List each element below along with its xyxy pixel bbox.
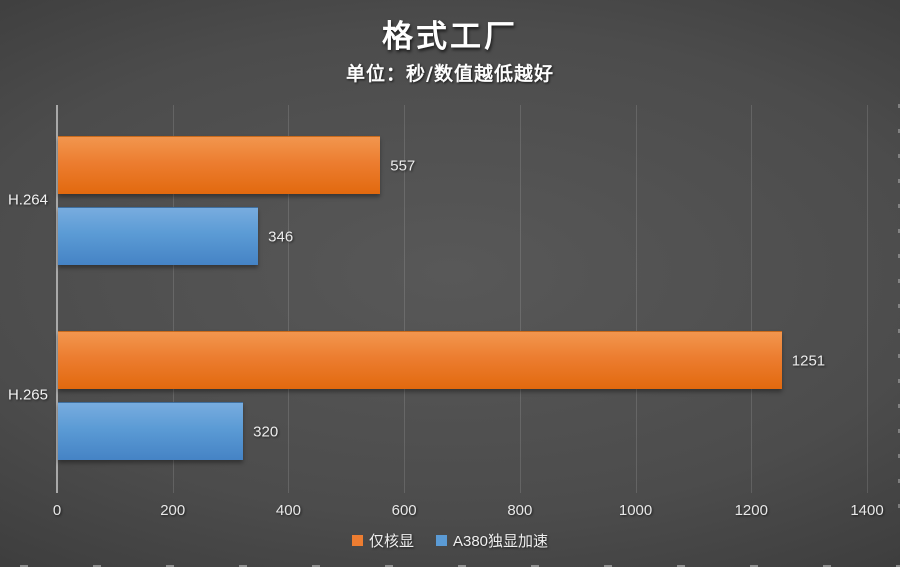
value-label-H.265-A380独显加速: 320 — [253, 423, 279, 440]
legend-item-仅核显: 仅核显 — [351, 530, 414, 551]
legend-swatch-icon — [435, 535, 447, 546]
legend-label: A380独显加速 — [452, 533, 549, 550]
x-tick-label-0: 0 — [52, 502, 62, 519]
x-tick-label-1000: 1000 — [618, 502, 653, 519]
gridline — [635, 105, 637, 493]
gridline — [867, 105, 868, 493]
bar-H.265-仅核显 — [58, 331, 782, 389]
x-tick-label-200: 200 — [160, 502, 186, 519]
category-label-H.264: H.264 — [7, 191, 48, 209]
x-tick-label-1200: 1200 — [734, 502, 768, 519]
value-axis-line — [56, 105, 58, 493]
chart-title: 格式工厂 — [382, 19, 518, 55]
gridline — [751, 105, 753, 493]
x-tick-label-600: 600 — [391, 502, 417, 519]
bar-H.264-A380独显加速 — [58, 207, 259, 265]
x-tick-label-800: 800 — [507, 502, 533, 519]
plot-area: 557 346 1251 320 — [56, 105, 895, 493]
gridline — [519, 105, 521, 493]
gridline — [288, 105, 290, 493]
category-label-H.265: H.265 — [7, 386, 48, 404]
bar-H.265-A380独显加速 — [58, 402, 244, 460]
legend: 仅核显 A380独显加速 — [0, 530, 900, 551]
chart-subtitle: 单位：秒/数值越低越好 — [346, 63, 554, 85]
x-tick-label-400: 400 — [275, 502, 301, 519]
value-label-H.265-仅核显: 1251 — [791, 352, 826, 369]
bottom-edge-marks — [20, 565, 900, 567]
bar-H.264-仅核显 — [58, 136, 381, 194]
legend-swatch-icon — [351, 535, 363, 546]
x-tick-label-1400: 1400 — [850, 502, 884, 519]
legend-label: 仅核显 — [368, 533, 414, 550]
value-label-H.264-仅核显: 557 — [390, 157, 416, 174]
gridline — [172, 105, 174, 493]
value-label-H.264-A380独显加速: 346 — [268, 228, 294, 245]
gridline — [404, 105, 406, 493]
right-edge-marks — [898, 104, 900, 527]
legend-item-A380独显加速: A380独显加速 — [435, 530, 549, 551]
